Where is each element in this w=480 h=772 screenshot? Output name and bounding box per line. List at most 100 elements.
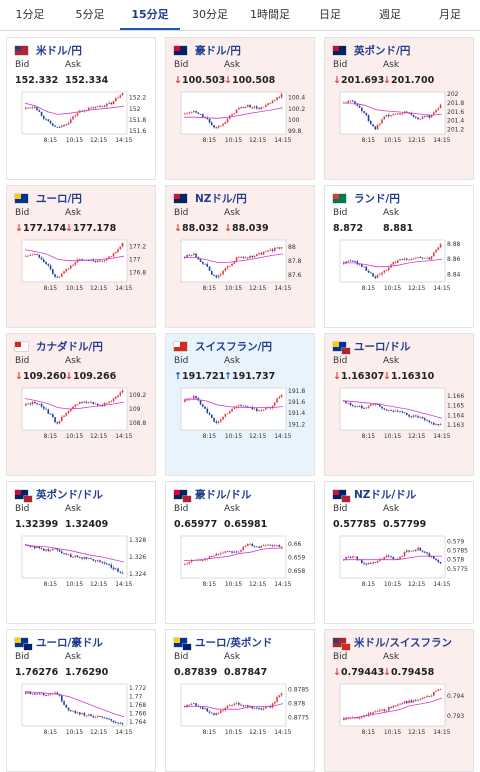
pair-name[interactable]: 英ポンド/ドル [36,488,103,501]
candle-body [430,114,433,118]
y-tick-label: 1.328 [129,537,146,544]
rate-card[interactable]: 英ポンド/ドル Bid Ask 1.32399 1.32409 1.328 1.326 1.3… [6,481,156,624]
candle-body [220,419,222,422]
candle-body [365,563,368,565]
candle-body [188,704,191,706]
arrow-down-icon: ↓ [174,75,182,86]
tab-1min[interactable]: 1分足 [15,8,45,21]
candle-body [36,254,38,255]
pair-name[interactable]: ランド/円 [354,192,400,205]
candle-body [265,408,267,410]
candle-body [258,708,260,709]
candle-body [58,276,61,278]
candle-body [410,700,413,703]
ask-label: Ask [383,60,400,70]
candle-body [36,693,38,695]
ask-value: 8.881 [383,223,414,234]
rate-card[interactable]: カナダドル/円 Bid Ask ↓109.260 ↓109.266 109.2 109 108… [6,333,156,476]
candle-body [403,412,406,414]
tab-1hour[interactable]: 1時間足 [250,8,290,21]
tab-weekly[interactable]: 週足 [379,8,401,21]
candle-body [40,693,43,695]
candle-body [85,556,88,559]
rate-card[interactable]: 米ドル/円 Bid Ask 152.332 152.334 152.2 152 151.8 15… [6,37,156,180]
pair-name[interactable]: スイスフラン/円 [195,340,273,353]
rate-card[interactable]: 豪ドル/円 Bid Ask ↓100.503 ↓100.508 100.4 100.2 100… [165,37,315,180]
candle-body [222,123,224,126]
rate-card[interactable]: ユーロ/英ポンド Bid Ask 0.87839 0.87847 0.8785 0.878 0… [165,629,315,772]
candle-body [58,127,61,128]
candle-body [38,546,41,549]
pair-name[interactable]: 米ドル/スイスフラン [354,636,453,649]
flag-icon [174,637,191,650]
candle-body [226,413,229,415]
candle-body [408,700,410,704]
price-chart: 8.88 8.86 8.84 8:15 10:15 12:15 14:15 [339,239,461,292]
candle-body [354,101,356,105]
candle-body [222,552,224,554]
pair-name[interactable]: 豪ドル/円 [195,44,241,57]
candle-body [370,404,372,406]
x-tick-label: 12:15 [408,581,425,588]
candle-body [388,410,390,411]
candle-body [202,404,204,407]
candle-body [372,562,374,564]
y-tick-label: 201.4 [447,118,464,125]
candle-body [233,113,236,115]
tab-daily[interactable]: 日足 [319,8,341,21]
rate-card[interactable]: 米ドル/スイスフラン Bid Ask ↓0.79443 ↓0.79458 0.794 0.7… [324,629,474,772]
candle-body [352,260,354,262]
candle-body [376,560,379,563]
bid-label: Bid [333,356,348,366]
candle-body [379,123,381,125]
rate-card[interactable]: 英ポンド/円 Bid Ask ↓201.693 ↓201.700 202 201.8 201.… [324,37,474,180]
pair-name[interactable]: NZドル/円 [195,192,247,205]
candle-body [117,568,119,572]
x-tick-label: 8:15 [203,285,217,292]
rate-card[interactable]: ユーロ/豪ドル Bid Ask 1.76276 1.76290 1.772 1.77 1.76… [6,629,156,772]
pair-name[interactable]: ユーロ/円 [36,192,82,205]
candle-body [365,266,368,271]
tab-30min[interactable]: 30分足 [192,8,228,21]
flag-icon [174,45,187,55]
pair-name[interactable]: ユーロ/豪ドル [36,636,103,649]
rate-card[interactable]: 豪ドル/ドル Bid Ask 0.65977 0.65981 0.66 0.659 0.658… [165,481,315,624]
rate-card[interactable]: スイスフラン/円 Bid Ask ↑191.721 ↑191.737 191.8 191.6… [165,333,315,476]
pair-name[interactable]: NZドル/ドル [354,488,417,501]
tab-5min[interactable]: 5分足 [75,8,105,21]
pair-name[interactable]: ユーロ/ドル [354,340,411,353]
bid-label: Bid [174,356,189,366]
candle-body [235,551,238,553]
candle-body [211,122,213,126]
tab-monthly[interactable]: 月足 [439,8,461,21]
candle-body [419,699,422,700]
candle-body [92,107,95,109]
pair-name[interactable]: カナダドル/円 [36,340,103,353]
candle-body [417,117,419,120]
pair-name[interactable]: ユーロ/英ポンド [195,636,273,649]
candle-body [36,107,38,111]
rate-card[interactable]: ユーロ/円 Bid Ask ↓177.174 ↓177.178 177.2 177 176.8… [6,185,156,328]
tab-15min[interactable]: 15分足 [120,0,180,30]
flag-icon [333,45,346,55]
candle-body [202,707,204,710]
candle-body [406,412,408,415]
y-tick-label: 191.4 [288,410,305,417]
rate-card[interactable]: NZドル/ドル Bid Ask 0.57785 0.57799 0.579 0.5785 0.… [324,481,474,624]
pair-name[interactable]: 英ポンド/円 [354,44,411,57]
candle-body [424,257,426,259]
candle-body [103,403,106,407]
rate-card[interactable]: ランド/円 Bid Ask 8.872 8.881 8.88 8.86 8.84 8:15 10:… [324,185,474,328]
candle-body [435,558,437,561]
pair-name[interactable]: 豪ドル/ドル [195,488,252,501]
x-tick-label: 8:15 [362,729,376,736]
pair-name[interactable]: 米ドル/円 [36,44,82,57]
rate-card[interactable]: NZドル/円 Bid Ask ↓88.032 ↓88.039 88 87.8 87.6 8:15… [165,185,315,328]
candle-body [267,544,269,546]
candle-body [106,258,108,261]
flag-icon [174,341,187,351]
bid-value: 0.57785 [333,519,377,530]
rate-card[interactable]: ユーロ/ドル Bid Ask ↓1.16307 ↓1.16310 1.166 1.165 1.… [324,333,474,476]
candle-body [52,269,54,275]
arrow-down-icon: ↓ [383,75,391,86]
